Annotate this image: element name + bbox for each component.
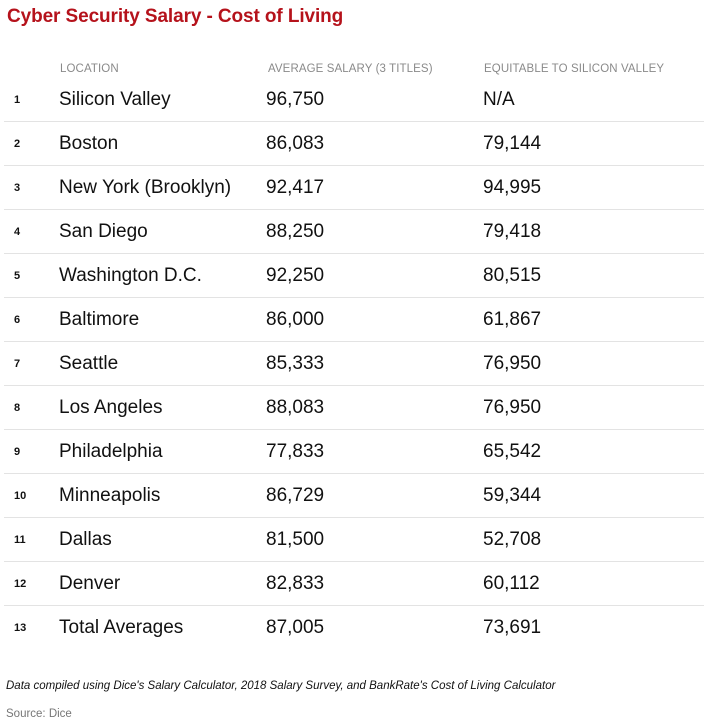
equitable-salary-cell: 61,867 xyxy=(483,309,542,330)
location-cell: Baltimore xyxy=(59,309,140,330)
rank-number: 13 xyxy=(14,622,27,634)
rank-number: 5 xyxy=(14,270,21,282)
location-cell: Total Averages xyxy=(59,617,184,638)
average-salary-cell: 92,417 xyxy=(266,177,325,198)
table-row: 13 Total Averages 87,005 73,691 xyxy=(4,606,704,650)
average-salary-cell: 96,750 xyxy=(266,89,325,110)
source-credit: Source: Dice xyxy=(6,708,72,720)
rank-number: 10 xyxy=(14,490,27,502)
equitable-salary-cell: 76,950 xyxy=(483,353,542,374)
rank-number: 1 xyxy=(14,94,21,106)
salary-table: 1 Silicon Valley 96,750 N/A 2 Boston 86,083 79,… xyxy=(4,78,704,650)
table-row: 7 Seattle 85,333 76,950 xyxy=(4,342,704,386)
location-cell: Washington D.C. xyxy=(59,265,202,286)
column-header-location: LOCATION xyxy=(60,63,119,75)
table-row: 12 Denver 82,833 60,112 xyxy=(4,562,704,606)
table-row: 8 Los Angeles 88,083 76,950 xyxy=(4,386,704,430)
rank-number: 8 xyxy=(14,402,21,414)
rank-number: 2 xyxy=(14,138,21,150)
rank-number: 11 xyxy=(14,534,26,546)
average-salary-cell: 86,083 xyxy=(266,133,325,154)
table-row: 6 Baltimore 86,000 61,867 xyxy=(4,298,704,342)
equitable-salary-cell: 76,950 xyxy=(483,397,542,418)
equitable-salary-cell: 52,708 xyxy=(483,529,542,550)
location-cell: New York (Brooklyn) xyxy=(59,177,232,198)
table-row: 4 San Diego 88,250 79,418 xyxy=(4,210,704,254)
table-row: 2 Boston 86,083 79,144 xyxy=(4,122,704,166)
data-note: Data compiled using Dice's Salary Calcul… xyxy=(6,680,556,692)
location-cell: Seattle xyxy=(59,353,119,374)
rank-number: 7 xyxy=(14,358,21,370)
table-row: 3 New York (Brooklyn) 92,417 94,995 xyxy=(4,166,704,210)
column-header-average-salary: AVERAGE SALARY (3 TITLES) xyxy=(268,63,433,75)
location-cell: Silicon Valley xyxy=(59,89,171,110)
location-cell: Boston xyxy=(59,133,119,154)
average-salary-cell: 86,000 xyxy=(266,309,325,330)
equitable-salary-cell: 79,418 xyxy=(483,221,542,242)
equitable-salary-cell: 94,995 xyxy=(483,177,542,198)
location-cell: Philadelphia xyxy=(59,441,163,462)
column-header-equitable: EQUITABLE TO SILICON VALLEY xyxy=(484,63,665,75)
equitable-salary-cell: 80,515 xyxy=(483,265,542,286)
equitable-salary-cell: 65,542 xyxy=(483,441,542,462)
equitable-salary-cell: 59,344 xyxy=(483,485,542,506)
location-cell: Minneapolis xyxy=(59,485,161,506)
average-salary-cell: 87,005 xyxy=(266,617,325,638)
equitable-salary-cell: 73,691 xyxy=(483,617,542,638)
rank-number: 4 xyxy=(14,226,21,238)
location-cell: Denver xyxy=(59,573,121,594)
average-salary-cell: 92,250 xyxy=(266,265,325,286)
table-row: 10 Minneapolis 86,729 59,344 xyxy=(4,474,704,518)
table-row: 9 Philadelphia 77,833 65,542 xyxy=(4,430,704,474)
average-salary-cell: 77,833 xyxy=(266,441,325,462)
location-cell: San Diego xyxy=(59,221,148,242)
page-title: Cyber Security Salary - Cost of Living xyxy=(7,6,344,27)
average-salary-cell: 88,250 xyxy=(266,221,325,242)
table-row: 1 Silicon Valley 96,750 N/A xyxy=(4,78,704,122)
average-salary-cell: 88,083 xyxy=(266,397,325,418)
equitable-salary-cell: 60,112 xyxy=(483,573,540,594)
average-salary-cell: 85,333 xyxy=(266,353,325,374)
rank-number: 6 xyxy=(14,314,21,326)
table-row: 11 Dallas 81,500 52,708 xyxy=(4,518,704,562)
average-salary-cell: 86,729 xyxy=(266,485,325,506)
average-salary-cell: 81,500 xyxy=(266,529,325,550)
rank-number: 9 xyxy=(14,446,21,458)
equitable-salary-cell: N/A xyxy=(483,89,515,110)
table-row: 5 Washington D.C. 92,250 80,515 xyxy=(4,254,704,298)
location-cell: Los Angeles xyxy=(59,397,163,418)
location-cell: Dallas xyxy=(59,529,112,550)
rank-number: 12 xyxy=(14,578,27,590)
rank-number: 3 xyxy=(14,182,21,194)
equitable-salary-cell: 79,144 xyxy=(483,133,542,154)
average-salary-cell: 82,833 xyxy=(266,573,325,594)
